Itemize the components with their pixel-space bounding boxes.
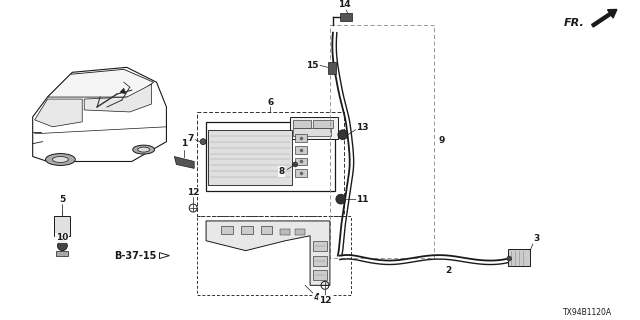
Bar (206, 122, 335, 191)
Text: 8: 8 (278, 167, 285, 176)
Bar (197, 216, 351, 295)
Text: 12: 12 (319, 296, 332, 305)
Bar (197, 112, 344, 216)
Bar (241, 226, 253, 234)
Polygon shape (35, 99, 82, 127)
Polygon shape (33, 67, 166, 162)
Bar (293, 120, 311, 128)
Bar (295, 169, 307, 177)
Bar (295, 134, 307, 142)
Bar (313, 241, 327, 251)
Text: 1: 1 (181, 139, 188, 148)
Text: B-37-15: B-37-15 (114, 251, 157, 260)
Polygon shape (84, 84, 152, 112)
Circle shape (507, 256, 512, 261)
Polygon shape (47, 69, 154, 97)
Bar (295, 146, 307, 154)
Polygon shape (174, 156, 194, 168)
Bar (330, 25, 434, 258)
Ellipse shape (132, 145, 154, 154)
Text: 3: 3 (534, 234, 540, 243)
Circle shape (200, 139, 206, 145)
Text: 9: 9 (438, 136, 445, 145)
FancyArrow shape (591, 10, 617, 27)
Bar (260, 226, 273, 234)
Ellipse shape (45, 154, 76, 165)
Text: FR.: FR. (564, 18, 584, 28)
Text: 13: 13 (356, 123, 369, 132)
Text: 5: 5 (60, 195, 65, 204)
Bar (328, 62, 336, 74)
Text: 4: 4 (314, 293, 320, 302)
Ellipse shape (138, 147, 150, 152)
Ellipse shape (52, 156, 68, 163)
Text: 10: 10 (56, 233, 68, 242)
Bar (208, 130, 292, 185)
Bar (54, 216, 70, 236)
Text: 11: 11 (356, 195, 369, 204)
Circle shape (58, 241, 67, 251)
Bar (280, 229, 291, 235)
Bar (313, 256, 327, 266)
Polygon shape (120, 88, 126, 94)
Text: TX94B1120A: TX94B1120A (563, 308, 612, 316)
Text: 7: 7 (187, 134, 193, 143)
Polygon shape (159, 252, 170, 259)
Circle shape (338, 130, 348, 140)
Bar (340, 13, 352, 21)
Text: 15: 15 (306, 61, 318, 70)
Bar (313, 120, 333, 128)
Bar (508, 249, 530, 267)
Text: 14: 14 (339, 0, 351, 10)
Bar (293, 128, 331, 136)
Bar (295, 229, 305, 235)
Circle shape (292, 162, 298, 167)
Polygon shape (206, 221, 330, 285)
Text: 6: 6 (268, 98, 273, 107)
Bar (56, 251, 68, 256)
Bar (221, 226, 233, 234)
Text: 2: 2 (445, 266, 452, 275)
Text: 12: 12 (187, 188, 200, 197)
Bar (291, 117, 338, 139)
Bar (313, 270, 327, 280)
Bar (295, 157, 307, 165)
Circle shape (336, 194, 346, 204)
